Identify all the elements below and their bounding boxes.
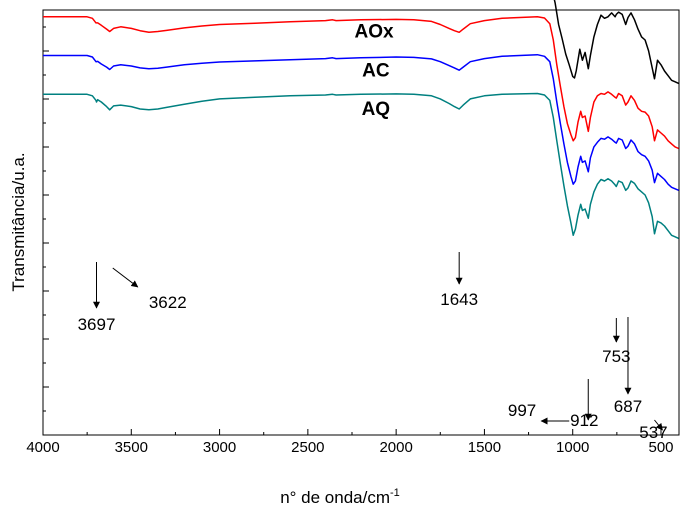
series-group [43, 0, 680, 240]
peak-label-687: 687 [614, 397, 642, 416]
axis-ticks [42, 26, 662, 436]
peak-label-753: 753 [602, 347, 630, 366]
x-axis-title-superscript: -1 [390, 487, 400, 499]
series-line-aox [43, 16, 680, 150]
x-tick-label-2500: 2500 [291, 439, 324, 456]
series-line-ac [43, 53, 679, 191]
x-tick-label-2000: 2000 [379, 439, 412, 456]
series-line-sem-ao [553, 0, 680, 85]
series-label-aq: AQ [362, 99, 391, 120]
x-tick-label-4000: 4000 [26, 439, 59, 456]
x-axis-title: n° de onda/cm-1 [280, 487, 400, 507]
x-tick-label-500: 500 [648, 439, 673, 456]
series-line-aq [43, 92, 680, 240]
peak-label-997: 997 [508, 401, 536, 420]
peak-arrow-3622 [112, 267, 139, 288]
y-axis-title: Transmitância/u.a. [9, 152, 28, 291]
peak-label-3622: 3622 [149, 293, 187, 312]
x-tick-label-1500: 1500 [468, 439, 501, 456]
peak-label-537: 537 [639, 423, 667, 442]
x-tick-label-1000: 1000 [556, 439, 589, 456]
x-tick-label-3000: 3000 [203, 439, 236, 456]
series-label-aox: AOx [355, 22, 395, 43]
series-labels: Sem AOAOxACAQ [322, 0, 395, 120]
x-tick-label-3500: 3500 [115, 439, 148, 456]
peak-label-3697: 3697 [78, 315, 116, 334]
x-tick-labels: 4000 3500 3000 2500 2000 1500 1000 500 [26, 439, 673, 456]
peak-arrow-537 [654, 419, 663, 431]
peak-label-912: 912 [570, 411, 598, 430]
peak-annotations: 3697 3622 1643 997 912 753 687 537 [78, 252, 668, 442]
plot-frame [42, 9, 680, 436]
series-label-ac: AC [362, 60, 390, 81]
peak-label-1643: 1643 [440, 290, 478, 309]
